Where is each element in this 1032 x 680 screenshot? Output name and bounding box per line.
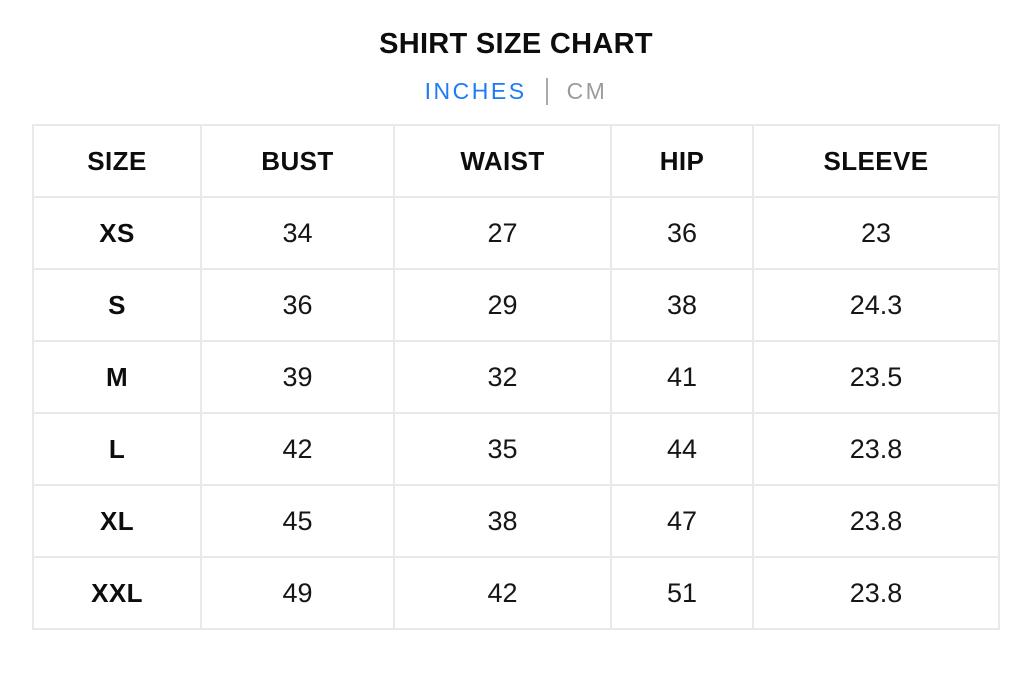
size-label: M [32, 340, 202, 414]
sleeve-value: 23.5 [752, 340, 1000, 414]
unit-inches-button[interactable]: INCHES [424, 77, 527, 104]
sleeve-value: 23 [752, 196, 1000, 270]
unit-divider [545, 77, 548, 105]
column-header-hip: HIP [610, 124, 754, 198]
waist-value: 32 [393, 340, 612, 414]
waist-value: 35 [393, 412, 612, 486]
bust-value: 49 [200, 556, 395, 630]
hip-value: 38 [610, 268, 754, 342]
waist-value: 38 [393, 484, 612, 558]
page-title: SHIRT SIZE CHART [379, 28, 653, 60]
size-label: XL [32, 484, 202, 558]
bust-value: 39 [200, 340, 395, 414]
table-header-row: SIZE BUST WAIST HIP SLEEVE [32, 124, 1000, 198]
hip-value: 44 [610, 412, 754, 486]
unit-toggle: INCHES CM [0, 77, 1032, 105]
sleeve-value: 24.3 [752, 268, 1000, 342]
waist-value: 42 [393, 556, 612, 630]
waist-value: 27 [393, 196, 612, 270]
hip-value: 47 [610, 484, 754, 558]
table-row: XL 45 38 47 23.8 [32, 484, 1000, 558]
size-label: XS [32, 196, 202, 270]
waist-value: 29 [393, 268, 612, 342]
column-header-waist: WAIST [393, 124, 612, 198]
size-label: XXL [32, 556, 202, 630]
column-header-sleeve: SLEEVE [752, 124, 1000, 198]
hip-value: 36 [610, 196, 754, 270]
table-row: L 42 35 44 23.8 [32, 412, 1000, 486]
column-header-bust: BUST [200, 124, 395, 198]
size-label: S [32, 268, 202, 342]
hip-value: 51 [610, 556, 754, 630]
hip-value: 41 [610, 340, 754, 414]
bust-value: 34 [200, 196, 395, 270]
sleeve-value: 23.8 [752, 412, 1000, 486]
table-row: XXL 49 42 51 23.8 [32, 556, 1000, 630]
table-row: XS 34 27 36 23 [32, 196, 1000, 270]
table-row: M 39 32 41 23.5 [32, 340, 1000, 414]
sleeve-value: 23.8 [752, 484, 1000, 558]
bust-value: 42 [200, 412, 395, 486]
sleeve-value: 23.8 [752, 556, 1000, 630]
table-row: S 36 29 38 24.3 [32, 268, 1000, 342]
bust-value: 36 [200, 268, 395, 342]
column-header-size: SIZE [32, 124, 202, 198]
bust-value: 45 [200, 484, 395, 558]
size-chart-table: SIZE BUST WAIST HIP SLEEVE XS 34 27 36 2… [32, 124, 1000, 630]
unit-cm-button[interactable]: CM [566, 77, 608, 104]
size-label: L [32, 412, 202, 486]
